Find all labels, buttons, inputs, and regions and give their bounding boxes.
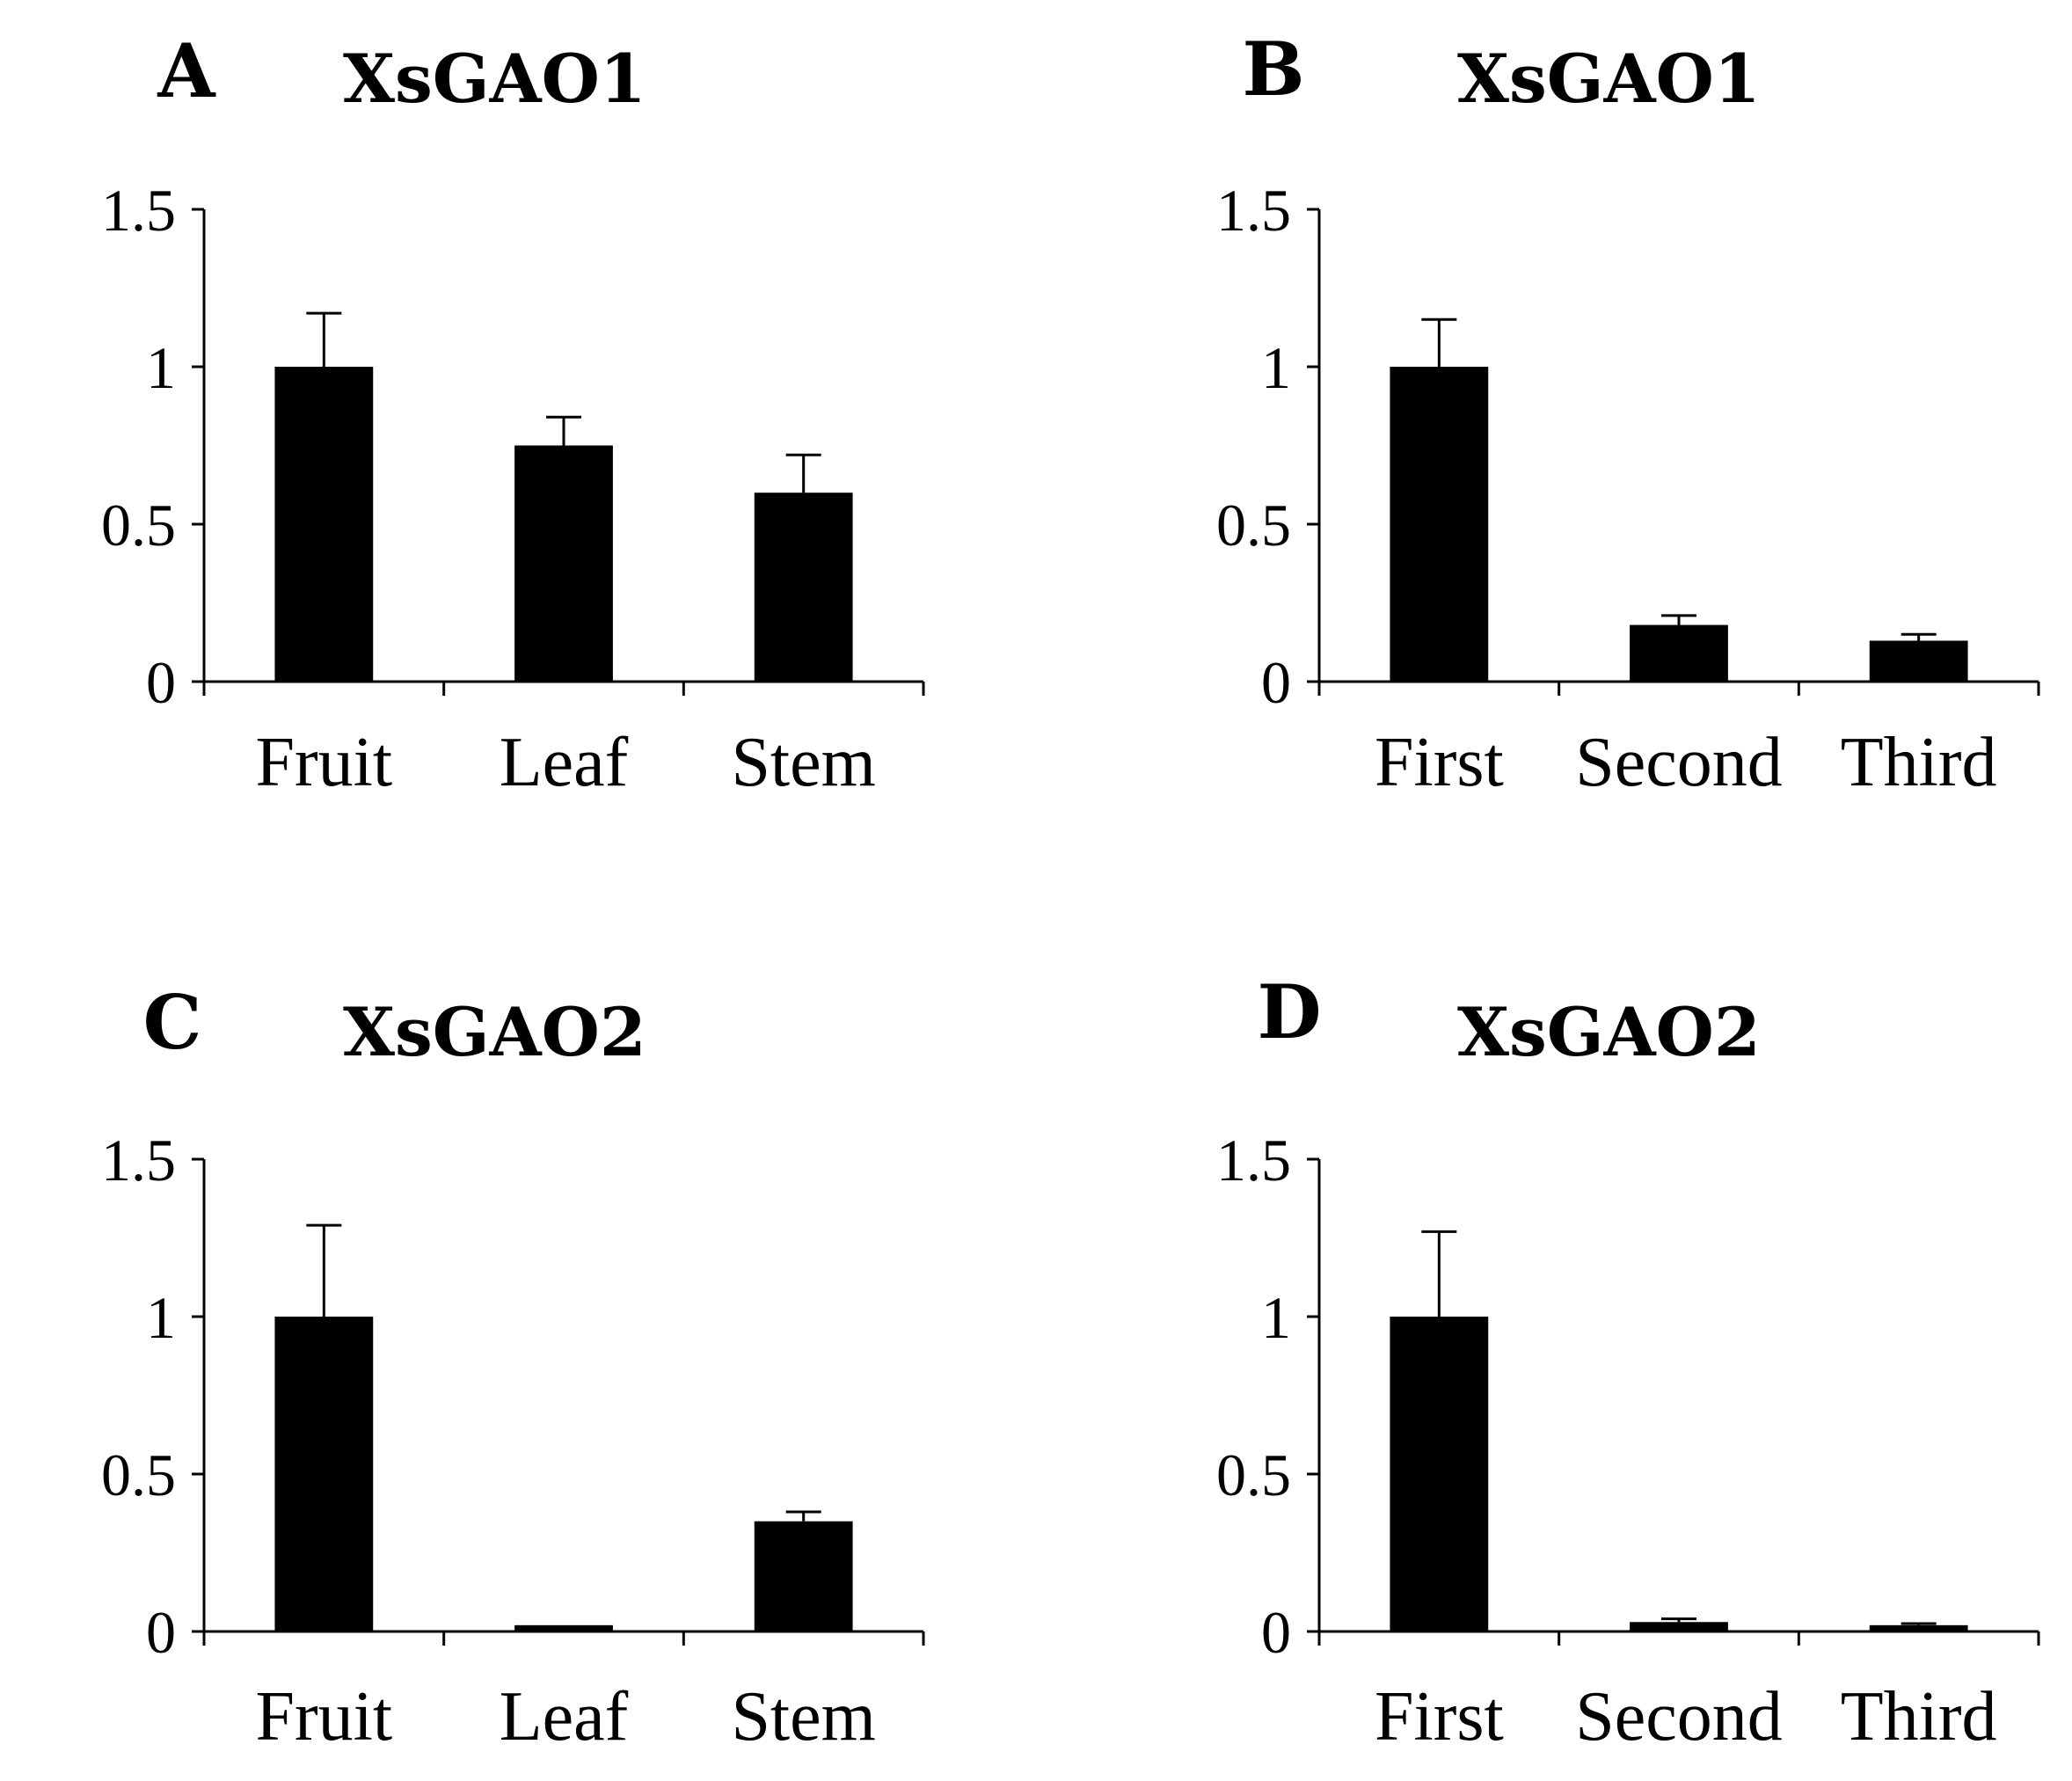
x-category-label: Second [1575,724,1783,801]
chart-title: XsGAO1 [343,40,646,118]
bar-second [1630,624,1728,682]
y-tick-label: 0.5 [101,492,176,558]
y-tick-label: 1 [146,334,176,401]
bar-second [1630,1622,1728,1631]
y-tick-label: 1 [1261,334,1291,401]
y-tick-label: 1.5 [1216,177,1291,244]
x-category-label: Stem [731,724,875,801]
y-tick-label: 1.5 [1216,1127,1291,1193]
bar-stem [754,493,853,682]
bar-stem [754,1521,853,1631]
panel-letter: B [1243,26,1305,113]
bar-leaf [514,445,613,682]
x-category-label: Leaf [500,724,629,801]
y-tick-label: 1.5 [101,1127,176,1193]
x-category-label: Fruit [256,1678,393,1755]
x-category-label: Third [1841,1678,1997,1755]
y-tick-label: 0.5 [1216,492,1291,558]
bar-fruit [274,367,374,682]
panel-d: D XsGAO2 0 0.5 1 1.5 First Second Third [1216,968,2040,1755]
chart-title: XsGAO1 [1457,40,1761,118]
bar-first [1390,367,1489,682]
bar-fruit [274,1317,374,1631]
panel-b: B XsGAO1 0 0.5 1 1.5 First Second Third [1216,26,2040,801]
bar-first [1390,1317,1489,1631]
bar-leaf [514,1624,613,1631]
y-tick-label: 1 [1261,1284,1291,1351]
y-tick-label: 0 [146,649,176,716]
x-category-label: Stem [731,1678,875,1755]
panel-a: A XsGAO1 0 0.5 1 1.5 Fruit Leaf Stem [101,27,925,801]
chart-title: XsGAO2 [343,993,646,1071]
x-category-label: Second [1575,1678,1783,1755]
x-category-label: Fruit [256,724,393,801]
y-tick-label: 1.5 [101,177,176,244]
y-tick-label: 0 [146,1599,176,1666]
panel-letter: C [143,979,202,1066]
panel-letter: D [1258,968,1322,1055]
y-tick-label: 0 [1261,1599,1291,1666]
y-tick-label: 0 [1261,649,1291,716]
y-tick-label: 1 [146,1284,176,1351]
y-tick-label: 0.5 [1216,1442,1291,1508]
panel-c: C XsGAO2 0 0.5 1 1.5 Fruit Leaf Stem [101,979,925,1755]
bar-third [1869,640,1968,682]
y-tick-label: 0.5 [101,1442,176,1508]
x-category-label: Leaf [500,1678,629,1755]
bar-third [1869,1624,1968,1631]
panel-letter: A [157,27,216,114]
x-category-label: First [1375,1678,1504,1755]
x-category-label: First [1375,724,1504,801]
x-category-label: Third [1841,724,1997,801]
chart-title: XsGAO2 [1457,993,1761,1071]
